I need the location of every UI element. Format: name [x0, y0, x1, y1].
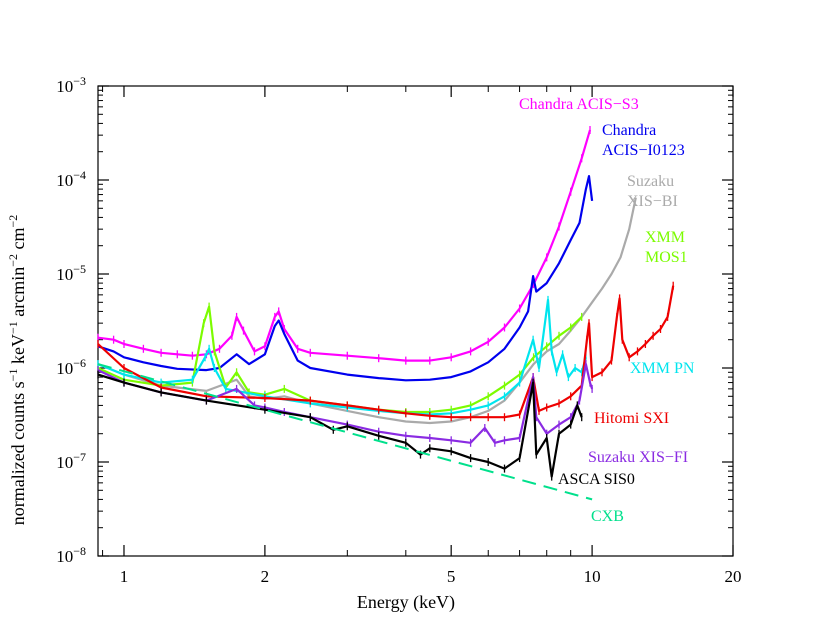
- series-line-suzaku-xis-fi: [97, 363, 594, 444]
- y-tick-label: 10−5: [56, 262, 86, 284]
- series-line-hitomi-sxi: [97, 285, 675, 419]
- x-tick-label: 1: [120, 567, 129, 586]
- y-tick-label: 10−3: [56, 74, 86, 96]
- y-tick-label: 10−6: [56, 356, 86, 378]
- series-label-cxb: CXB: [591, 508, 624, 525]
- series-label-xmm-pn: XMM PN: [630, 360, 695, 377]
- x-tick-label: 2: [261, 567, 270, 586]
- series-line-suzaku-xis-bi: [97, 197, 637, 425]
- series-line-chandra-acis-s3: [97, 129, 592, 362]
- series-labels: Chandra ACIS−S3 Chandra ACIS−I0123 Suzaku XI…: [519, 96, 695, 525]
- series-label-chandra-acis-s3: Chandra ACIS−S3: [519, 96, 639, 113]
- series-line-cxb: [97, 363, 593, 501]
- series-label-chandra-acis-i0123: ACIS−I0123: [602, 142, 685, 159]
- y-tick-label: 10−8: [56, 544, 86, 566]
- series-line-chandra-acis-i0123: [97, 175, 594, 382]
- series-label-suzaku-xis-bi: Suzaku: [627, 173, 674, 190]
- series-label-suzaku-xis-fi: Suzaku XIS−FI: [588, 449, 688, 466]
- y-axis-title: normalized counts s−1 keV−1 arcmin−2 cm−…: [6, 215, 28, 526]
- plot-frame: [97, 85, 734, 557]
- series-label-xmm-mos1: XMM: [645, 229, 685, 246]
- axis-ticks: 1 2 5 10 20 10−8 10−7 10−6 10−5 10−4 10−3: [56, 74, 741, 586]
- x-axis-title: Energy (keV): [357, 592, 455, 613]
- x-tick-label: 10: [584, 567, 601, 586]
- y-tick-label: 10−4: [56, 168, 86, 190]
- series-label-suzaku-xis-bi: XIS−BI: [627, 193, 678, 210]
- series-layer: [97, 126, 675, 501]
- x-tick-label: 20: [725, 567, 742, 586]
- series-label-xmm-mos1: MOS1: [645, 249, 688, 266]
- y-tick-label: 10−7: [56, 450, 86, 472]
- x-tick-label: 5: [447, 567, 456, 586]
- series-label-chandra-acis-i0123: Chandra: [602, 122, 656, 139]
- series-label-hitomi-sxi: Hitomi SXI: [594, 410, 669, 427]
- series-label-asca-sis0: ASCA SIS0: [558, 471, 635, 488]
